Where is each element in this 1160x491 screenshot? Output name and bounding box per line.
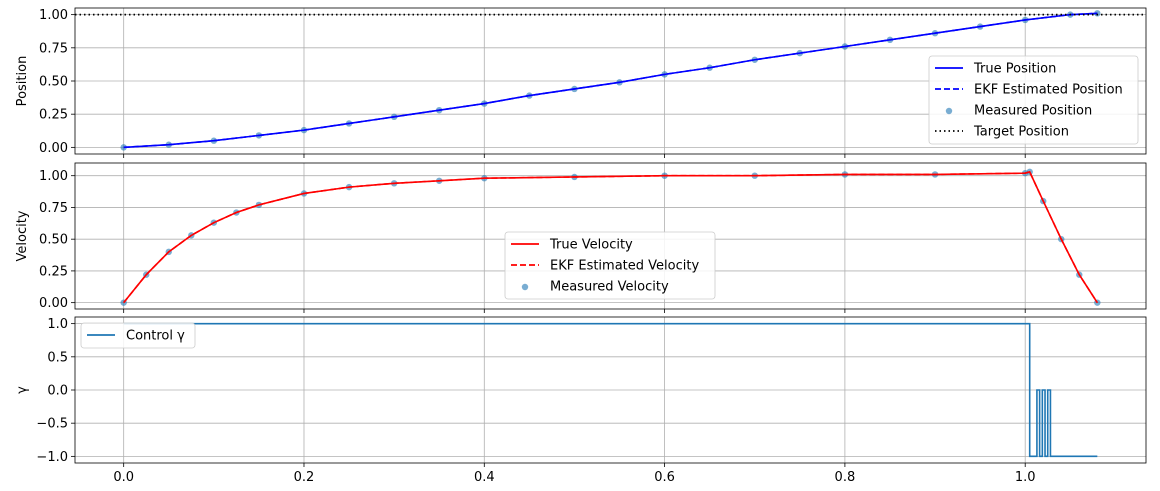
series-line [123,12,1098,149]
legend-label: True Position [973,62,1056,77]
y-tick-label: 1.0 [47,317,68,332]
y-tick-label: −1.0 [36,450,68,465]
panel-3: −1.0 −0.5 0.0 0.5 1.0 0.0 0.2 0.4 0.6 0.8 1.0 γ Cont… [15,316,1147,485]
y-tick-label: 0.75 [39,41,68,56]
series-group [123,322,1098,458]
legend-box [504,231,716,300]
series-group [120,168,1101,306]
y-tick-label: 0.0 [47,384,68,399]
legend: True Position EKF Estimated Position Measu… [928,55,1139,145]
x-tick-label: 0.4 [474,470,495,485]
legend: True Velocity EKF Estimated Velocity Measu… [504,231,716,300]
y-tick-label: 1.00 [39,8,68,23]
axes-frame [74,316,1147,464]
y-tick-label: 0.50 [39,75,68,90]
y-axis-label: Velocity [15,210,30,261]
y-tick-label: −0.5 [36,417,68,432]
legend-marker [945,107,953,115]
legend-label: True Velocity [549,238,633,253]
series-line [123,322,1098,458]
x-tick-label: 1.0 [1015,470,1036,485]
legend-label: EKF Estimated Position [974,83,1123,98]
series-group [75,10,1146,151]
legend: Control γ [80,322,196,349]
y-tick-label: 0.25 [39,108,68,123]
y-tick-label: 0.75 [39,201,68,216]
legend-label: Measured Position [974,104,1092,119]
legend-label: Control γ [126,329,185,344]
y-tick-label: 0.50 [39,233,68,248]
x-tick-label: 0.0 [113,470,134,485]
y-tick-label: 0.00 [39,296,68,311]
legend-box [80,322,196,349]
x-tick-label: 0.6 [654,470,675,485]
y-tick-label: 1.00 [39,169,68,184]
x-tick-label: 0.2 [294,470,315,485]
y-axis-label: Position [15,56,30,107]
axes-frame [74,162,1147,310]
legend-label: EKF Estimated Velocity [550,259,699,274]
y-axis-label: γ [15,386,30,394]
panel-2: 0.00 0.25 0.50 0.75 1.00 Velocity True Velocit… [15,162,1147,313]
legend-box [928,55,1139,145]
y-tick-label: 0.5 [47,350,68,365]
legend-marker [521,283,529,291]
y-tick-label: 0.25 [39,264,68,279]
x-tick-label: 0.8 [835,470,856,485]
panel-1: 0.00 0.25 0.50 0.75 1.00 Position True Positio… [15,7,1147,158]
axes-frame [74,7,1147,155]
legend-label: Measured Velocity [550,280,669,295]
y-tick-label: 0.00 [39,141,68,156]
legend-label: Target Position [973,125,1069,140]
series-line [123,170,1098,304]
